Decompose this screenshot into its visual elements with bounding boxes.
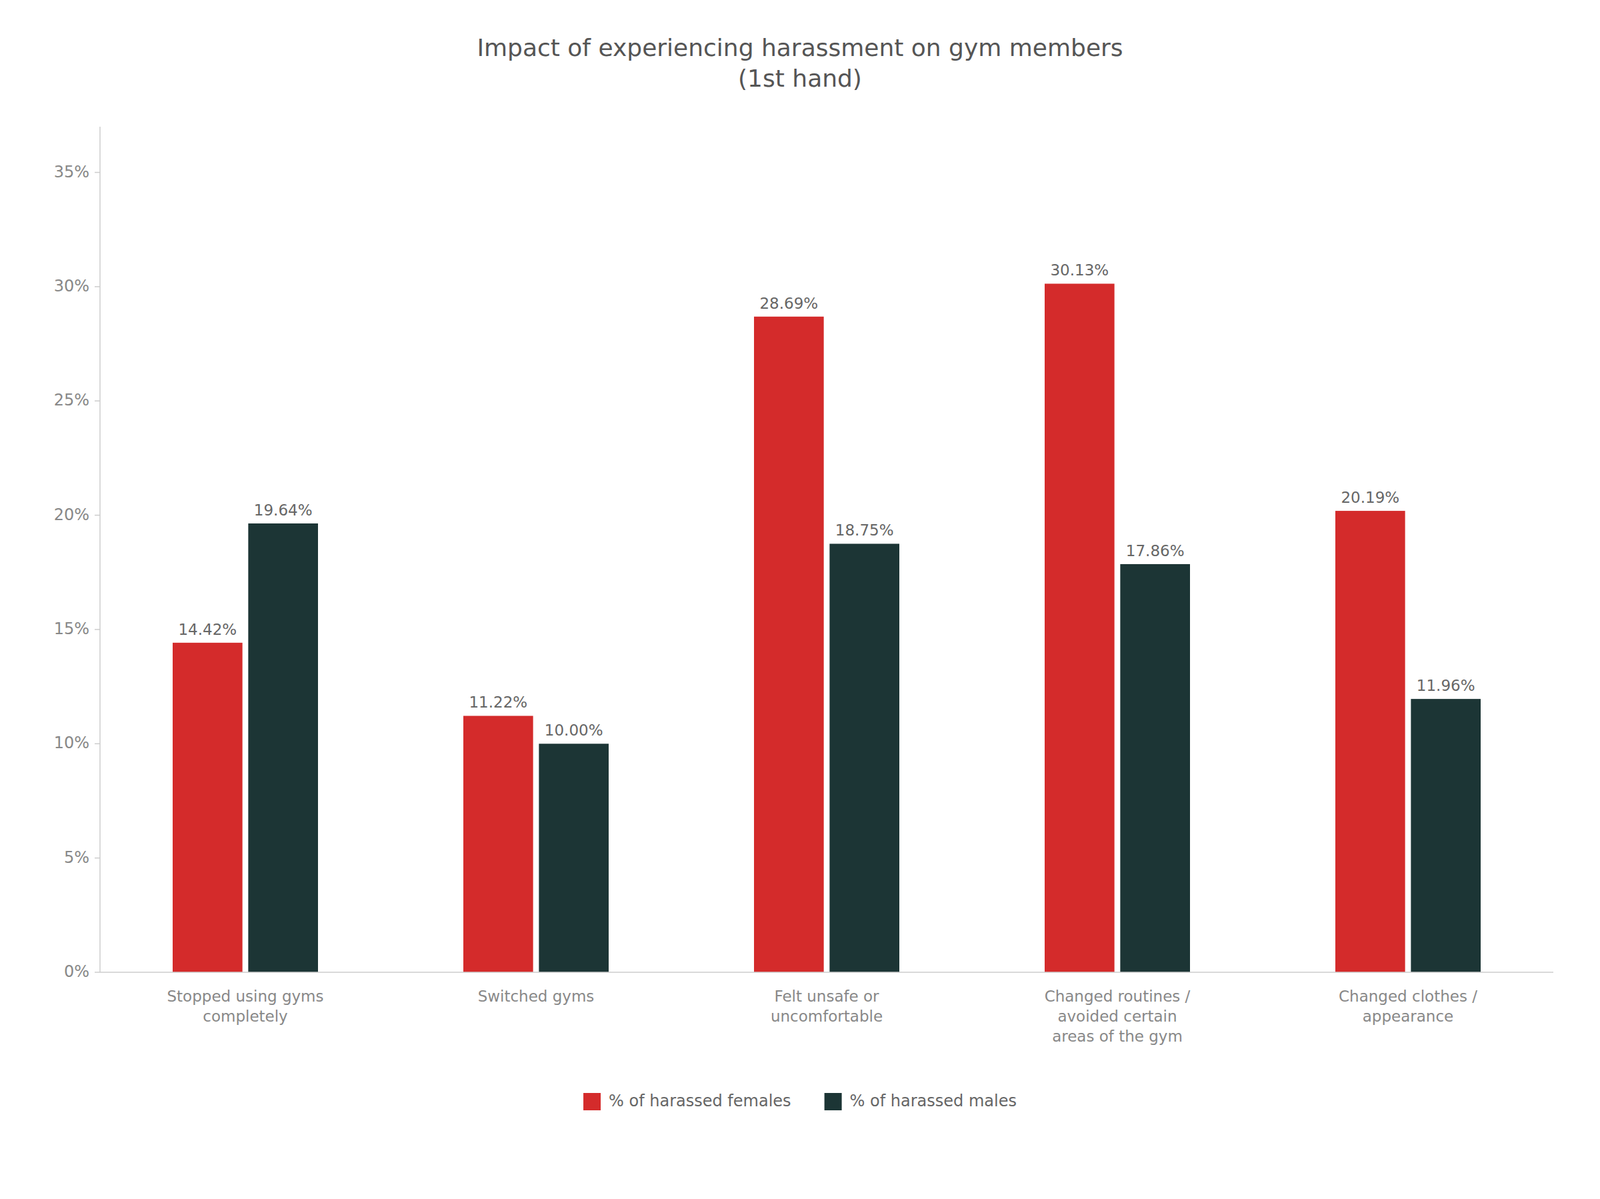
y-tick xyxy=(94,971,100,973)
y-tick-label: 15% xyxy=(54,619,90,638)
data-label: 10.00% xyxy=(544,721,604,739)
data-label: 20.19% xyxy=(1340,488,1400,506)
x-tick-label: Changed routines / avoided certain areas o… xyxy=(1044,987,1191,1045)
legend: % of harassed females % of harassed males xyxy=(583,1091,1017,1110)
y-tick-label: 20% xyxy=(54,505,90,524)
chart: Impact of experiencing harassment on gym… xyxy=(0,0,1600,1199)
y-tick-label: 35% xyxy=(54,162,90,182)
text-line: avoided certain xyxy=(1057,1007,1177,1025)
bar xyxy=(248,523,318,972)
bar xyxy=(1335,510,1406,972)
text-line: appearance xyxy=(1362,1007,1454,1025)
x-axis-line xyxy=(100,971,1554,973)
y-axis-line xyxy=(99,126,101,972)
y-tick xyxy=(94,172,100,174)
text-line: Changed clothes / xyxy=(1338,987,1478,1005)
data-label: 11.96% xyxy=(1416,676,1476,694)
y-tick xyxy=(94,743,100,745)
background xyxy=(0,0,1600,1199)
y-tick-label: 5% xyxy=(64,848,90,867)
data-label: 19.64% xyxy=(254,501,313,519)
legend-swatch xyxy=(583,1092,601,1110)
x-tick-label: Switched gyms xyxy=(478,987,595,1005)
y-tick-label: 10% xyxy=(54,733,90,752)
bar xyxy=(172,642,243,972)
y-tick xyxy=(94,514,100,516)
x-axis: Stopped using gyms completely Switched gym… xyxy=(100,972,1554,1045)
bar xyxy=(1044,283,1115,972)
data-label: 11.22% xyxy=(468,693,528,711)
text-line: Impact of experiencing harassment on gym… xyxy=(476,34,1123,62)
legend-label: % of harassed males xyxy=(850,1091,1017,1110)
x-tick-label: Changed clothes / appearance xyxy=(1338,987,1478,1025)
legend-label: % of harassed females xyxy=(608,1091,792,1110)
text-line: Felt unsafe or xyxy=(774,987,880,1005)
bar xyxy=(829,543,900,972)
y-tick xyxy=(94,286,100,288)
text-line: Changed routines / xyxy=(1044,987,1191,1005)
text-line: Stopped using gyms xyxy=(167,987,324,1005)
bars xyxy=(172,283,1481,972)
text-line: completely xyxy=(202,1007,288,1025)
text-line: areas of the gym xyxy=(1052,1027,1183,1045)
data-label: 30.13% xyxy=(1050,261,1109,279)
text-line: uncomfortable xyxy=(770,1007,883,1025)
y-tick xyxy=(94,857,100,859)
y-tick-label: 0% xyxy=(64,962,90,981)
x-tick-label: Felt unsafe or uncomfortable xyxy=(770,987,883,1025)
title: Impact of experiencing harassment on gym… xyxy=(476,34,1123,92)
data-label: 28.69% xyxy=(759,294,818,312)
data-label: 14.42% xyxy=(178,620,237,638)
y-axis: 0% 5% 10% 15% 20% 25% 30% 35% xyxy=(54,126,100,981)
y-tick xyxy=(94,400,100,402)
y-tick-label: 30% xyxy=(54,276,90,296)
legend-swatch xyxy=(824,1092,842,1110)
bar xyxy=(538,743,609,972)
data-label: 17.86% xyxy=(1126,542,1185,560)
y-tick-label: 25% xyxy=(54,390,90,410)
data-label: 18.75% xyxy=(835,521,894,539)
bar xyxy=(1120,564,1190,972)
bar xyxy=(1410,698,1481,972)
bar xyxy=(463,715,534,972)
text-line: Switched gyms xyxy=(478,987,595,1005)
y-tick xyxy=(94,628,100,630)
bar xyxy=(754,316,824,972)
x-tick-label: Stopped using gyms completely xyxy=(167,987,324,1025)
data-labels: 14.42% 11.22% 28.69% 30.13% 20.19% 19.64% 10.0… xyxy=(178,261,1475,739)
text-line: (1st hand) xyxy=(738,64,862,92)
